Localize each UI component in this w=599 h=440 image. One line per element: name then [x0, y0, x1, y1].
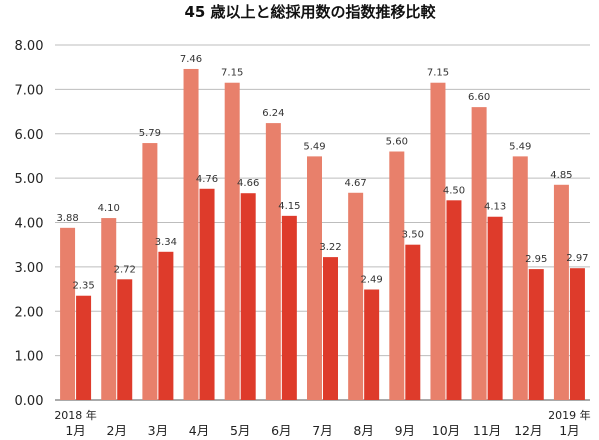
- data-label-series-2: 4.66: [237, 178, 259, 189]
- y-tick-label: 3.00: [15, 261, 44, 276]
- y-tick-label: 2.00: [15, 305, 44, 320]
- data-label-series-2: 2.95: [525, 254, 547, 265]
- y-tick-label: 4.00: [15, 217, 44, 232]
- year-label: 2019 年: [548, 408, 591, 422]
- y-tick-label: 8.00: [15, 39, 44, 54]
- data-labels: 3.88 2.35 4.10 2.72 5.79 3.34 7.46 4.76 7.15 4.66…: [56, 54, 588, 292]
- bar-series-2: [158, 251, 174, 400]
- data-label-series-1: 4.67: [345, 178, 367, 189]
- bar-series-1: [553, 184, 569, 400]
- bar-series-1: [142, 143, 158, 400]
- data-label-series-1: 6.24: [262, 108, 284, 119]
- x-tick-label: 7月: [312, 423, 332, 438]
- bar-series-2: [323, 257, 338, 400]
- x-tick-label: 3月: [148, 423, 168, 438]
- bar-series-2: [528, 269, 544, 400]
- data-label-series-2: 2.35: [72, 281, 94, 292]
- data-label-series-1: 5.49: [303, 141, 325, 152]
- gridlines: [55, 44, 590, 401]
- chart-title: 45 歳以上と総採用数の指数推移比較: [184, 3, 436, 21]
- bar-series-2: [569, 268, 585, 400]
- data-label-series-2: 2.97: [566, 253, 588, 264]
- data-label-series-1: 5.79: [139, 128, 161, 139]
- x-tick-label: 5月: [230, 423, 250, 438]
- bars: [60, 68, 585, 401]
- bar-series-1: [430, 82, 446, 400]
- data-label-series-2: 2.49: [361, 275, 383, 286]
- bar-series-1: [265, 123, 281, 400]
- x-tick-label: 10月: [432, 423, 460, 438]
- data-label-series-2: 3.34: [155, 237, 177, 248]
- x-tick-label: 1月: [559, 423, 579, 438]
- x-tick-label: 2月: [107, 423, 127, 438]
- bar-series-1: [183, 68, 199, 401]
- bar-series-2: [240, 193, 256, 400]
- data-label-series-2: 4.15: [278, 201, 300, 212]
- x-tick-label: 9月: [395, 423, 415, 438]
- y-tick-label: 5.00: [15, 172, 44, 187]
- data-label-series-2: 3.50: [402, 230, 424, 241]
- bar-series-1: [471, 107, 487, 400]
- data-label-series-2: 2.72: [114, 264, 136, 275]
- data-label-series-1: 3.88: [56, 213, 78, 224]
- x-tick-label: 8月: [353, 423, 373, 438]
- data-label-series-1: 5.60: [386, 137, 408, 148]
- bar-series-2: [76, 295, 92, 400]
- data-label-series-1: 5.49: [509, 141, 531, 152]
- data-label-series-2: 4.13: [484, 202, 506, 213]
- x-tick-label: 11月: [473, 423, 501, 438]
- data-label-series-1: 7.15: [221, 68, 243, 79]
- x-tick-label: 6月: [271, 423, 291, 438]
- x-tick-label: 12月: [514, 423, 542, 438]
- bar-series-2: [117, 279, 133, 400]
- bar-series-1: [348, 192, 364, 400]
- data-label-series-2: 3.22: [319, 242, 341, 253]
- bar-series-1: [307, 156, 322, 400]
- year-label: 2018 年: [54, 408, 97, 422]
- data-label-series-2: 4.50: [443, 185, 465, 196]
- bar-series-2: [405, 244, 421, 400]
- bar-series-1: [224, 82, 240, 400]
- bar-series-2: [281, 215, 297, 400]
- data-label-series-1: 7.15: [427, 68, 449, 79]
- data-label-series-1: 7.46: [180, 54, 202, 65]
- bar-series-1: [512, 156, 528, 400]
- data-label-series-1: 4.10: [98, 203, 120, 214]
- bar-series-2: [364, 289, 380, 400]
- x-tick-label: 4月: [189, 423, 209, 438]
- data-label-series-1: 6.60: [468, 92, 490, 103]
- bar-series-1: [389, 151, 405, 400]
- bar-series-2: [446, 200, 462, 400]
- y-axis-ticks: 0.00 1.00 2.00 3.00 4.00 5.00 6.00 7.00 8.00: [15, 39, 44, 409]
- y-tick-label: 0.00: [15, 394, 44, 409]
- bar-series-2: [487, 216, 503, 400]
- bar-series-1: [101, 218, 117, 400]
- data-label-series-1: 4.85: [550, 170, 572, 181]
- y-tick-label: 7.00: [15, 83, 44, 98]
- data-label-series-2: 4.76: [196, 174, 218, 185]
- bar-series-2: [199, 188, 215, 400]
- x-tick-label: 1月: [65, 423, 85, 438]
- y-tick-label: 1.00: [15, 350, 44, 365]
- bar-series-1: [60, 227, 76, 400]
- y-tick-label: 6.00: [15, 128, 44, 143]
